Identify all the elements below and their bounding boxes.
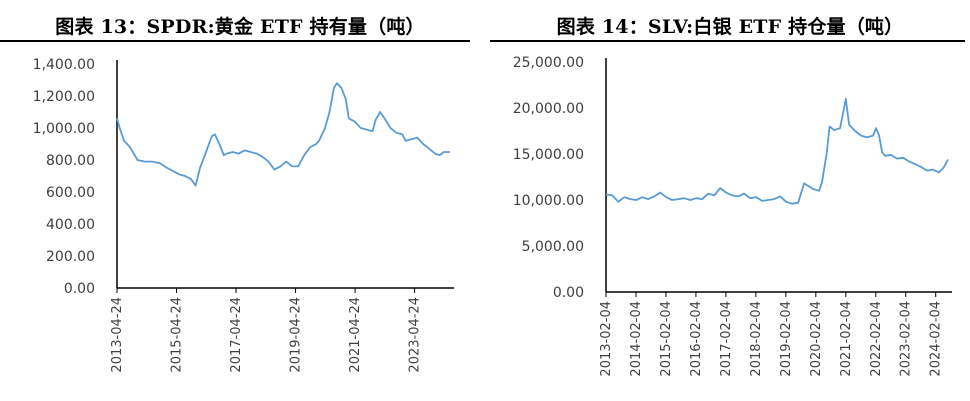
y-tick-label: 20,000.00	[513, 101, 584, 117]
y-tick-label: 0.00	[64, 281, 95, 297]
x-tick-label: 2021-04-24	[348, 297, 363, 373]
y-tick-label: 1,000.00	[33, 121, 95, 137]
x-tick-label: 2023-02-04	[899, 301, 914, 377]
chart-panel-spdr-gold: 图表 13：SPDR:黄金 ETF 持有量（吨） 1,400.00 1,200.0…	[0, 0, 480, 401]
x-tick-label: 2024-02-04	[929, 301, 944, 377]
y-tick-label: 15,000.00	[513, 147, 584, 163]
x-tick-label: 2015-02-04	[659, 301, 674, 377]
chart-plot-spdr-gold: 1,400.00 1,200.00 1,000.00 800.00 600.00 400.…	[33, 57, 454, 373]
y-tick-label: 800.00	[46, 153, 95, 169]
chart-panel-slv-silver: 图表 14：SLV:白银 ETF 持仓量（吨） 25,000.00 20,000.…	[490, 0, 970, 401]
title-underline	[0, 40, 470, 42]
series-line	[116, 82, 450, 187]
y-tick-label: 200.00	[46, 249, 95, 265]
x-tick-label: 2019-02-04	[779, 301, 794, 377]
y-tick-label: 5,000.00	[522, 239, 584, 255]
title-underline	[490, 40, 965, 42]
chart-title: 图表 14：SLV:白银 ETF 持仓量（吨）	[556, 16, 904, 38]
y-tick-label: 25,000.00	[513, 55, 584, 71]
series-line	[605, 97, 949, 205]
y-tick-label: 600.00	[46, 185, 95, 201]
y-tick-label: 400.00	[46, 217, 95, 233]
x-tick-label: 2019-04-24	[289, 297, 304, 373]
x-tick-label: 2015-04-24	[170, 297, 185, 373]
x-tick-label: 2016-02-04	[689, 301, 704, 377]
x-tick-label: 2020-02-04	[809, 301, 824, 377]
y-tick-label: 10,000.00	[513, 193, 584, 209]
x-tick-label: 2018-02-04	[749, 301, 764, 377]
x-tick-label: 2013-04-24	[110, 297, 125, 373]
y-tick-label: 0.00	[553, 285, 584, 301]
x-tick-label: 2013-02-04	[599, 301, 614, 377]
chart-plot-slv-silver: 25,000.00 20,000.00 15,000.00 10,000.00 5,00…	[513, 55, 952, 377]
x-tick-label: 2014-02-04	[629, 301, 644, 377]
x-tick-label: 2021-02-04	[839, 301, 854, 377]
x-tick-label: 2017-04-24	[229, 297, 244, 373]
x-tick-label: 2017-02-04	[719, 301, 734, 377]
y-tick-label: 1,400.00	[33, 57, 95, 73]
y-tick-label: 1,200.00	[33, 89, 95, 105]
chart-title: 图表 13：SPDR:黄金 ETF 持有量（吨）	[55, 16, 425, 38]
x-tick-label: 2022-02-04	[869, 301, 884, 377]
x-tick-label: 2023-04-24	[408, 297, 423, 373]
